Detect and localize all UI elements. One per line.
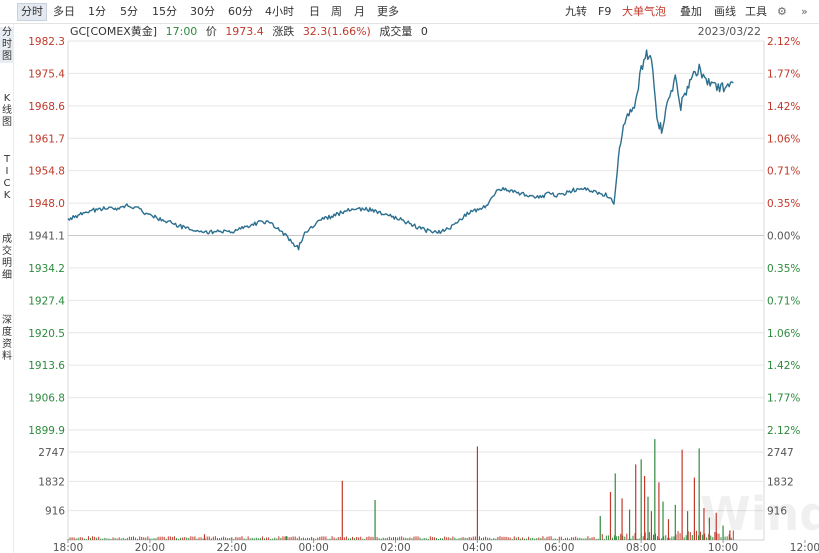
time-tick-label: 00:00 <box>299 542 329 553</box>
period-tab-6[interactable]: 60分 <box>228 5 253 18</box>
volume-value: 0 <box>420 25 428 38</box>
percent-tick-label: 0.35% <box>767 263 800 275</box>
time-tick-label: 02:00 <box>380 542 410 553</box>
time-tick-label: 18:00 <box>53 542 83 553</box>
volume-tick-label-right: 1832 <box>767 476 794 488</box>
volume-tick-label: 1832 <box>38 476 65 488</box>
toolbar-item-3[interactable]: 叠加 <box>680 5 702 18</box>
percent-tick-label: 0.00% <box>767 231 800 243</box>
price-value: 1973.4 <box>225 25 264 38</box>
sidebar-tab-3[interactable]: 成 交 明 细 <box>2 234 12 281</box>
price-tick-label: 1954.8 <box>28 166 65 178</box>
percent-tick-label: 0.71% <box>767 166 800 178</box>
toolbar-item-4[interactable]: 画线 <box>714 5 736 18</box>
period-tab-11[interactable]: 更多 <box>377 5 399 18</box>
percent-tick-label: 1.42% <box>767 360 800 372</box>
time-tick-label: 12:00 <box>790 542 819 553</box>
percent-tick-label: 2.12% <box>767 36 800 48</box>
percent-tick-label: 1.42% <box>767 101 800 113</box>
volume-tick-label: 2747 <box>38 447 65 459</box>
settings-icon[interactable]: ⚙ <box>777 5 787 18</box>
price-tick-label: 1941.1 <box>28 231 65 243</box>
volume-caption: 成交量 <box>379 25 413 38</box>
time-label: 17:00 <box>165 25 198 38</box>
toolbar-item-0[interactable]: 九转 <box>565 5 587 18</box>
price-tick-label: 1906.8 <box>28 393 65 405</box>
percent-tick-label: 0.35% <box>767 198 800 210</box>
volume-tick-label-right: 2747 <box>767 447 794 459</box>
time-tick-label: 06:00 <box>544 542 574 553</box>
price-tick-label: 1961.7 <box>28 133 65 145</box>
period-toolbar: 分时 多日 1分 5分 15分 30分 60分 4小时 日周月更多 九转 F9 大单气泡 叠加 画线 工具 ⚙… <box>0 0 819 24</box>
watermark: Wind <box>700 487 819 541</box>
sidebar-tab-1[interactable]: K 线 图 <box>2 93 12 128</box>
sidebar-tab-2[interactable]: T I C K <box>3 154 11 201</box>
period-tab-9[interactable]: 周 <box>331 5 342 18</box>
price-tick-label: 1920.5 <box>28 328 65 340</box>
sidebar-tab-0[interactable]: 分 时 图 <box>0 27 14 63</box>
time-tick-label: 22:00 <box>217 542 247 553</box>
time-tick-label: 20:00 <box>135 542 165 553</box>
price-tick-label: 1968.6 <box>28 101 65 113</box>
expand-icon[interactable]: » <box>801 5 808 18</box>
time-tick-label: 08:00 <box>626 542 656 553</box>
percent-tick-label: 1.77% <box>767 393 800 405</box>
period-tab-4[interactable]: 15分 <box>152 5 177 18</box>
price-tick-label: 1899.9 <box>28 425 65 437</box>
percent-tick-label: 2.12% <box>767 425 800 437</box>
period-tab-7[interactable]: 4小时 <box>265 5 294 18</box>
toolbar-item-2[interactable]: 大单气泡 <box>622 5 666 18</box>
period-tab-1[interactable]: 多日 <box>53 5 75 18</box>
period-tab-5[interactable]: 30分 <box>190 5 215 18</box>
price-tick-label: 1948.0 <box>28 198 65 210</box>
time-tick-label: 04:00 <box>462 542 492 553</box>
change-caption: 涨跌 <box>272 25 295 38</box>
sidebar-tab-4[interactable]: 深 度 资 料 <box>2 315 12 362</box>
percent-tick-label: 1.06% <box>767 328 800 340</box>
toolbar-item-1[interactable]: F9 <box>598 5 612 18</box>
price-caption: 价 <box>205 25 217 38</box>
time-tick-label: 10:00 <box>708 542 738 553</box>
price-tick-label: 1927.4 <box>28 295 65 307</box>
percent-tick-label: 0.71% <box>767 295 800 307</box>
percent-tick-label: 1.77% <box>767 68 800 80</box>
toolbar-item-5[interactable]: 工具 <box>745 5 767 18</box>
price-tick-label: 1934.2 <box>28 263 65 275</box>
change-value: 32.3(1.66%) <box>302 25 371 38</box>
quote-info-bar: GC[COMEX黄金] 17:00 价 1973.4 涨跌 32.3(1.66%… <box>70 24 433 40</box>
percent-tick-label: 1.06% <box>767 133 800 145</box>
price-line <box>67 49 734 251</box>
date-label: 2023/03/22 <box>697 25 761 38</box>
price-tick-label: 1975.4 <box>28 68 65 80</box>
period-tab-10[interactable]: 月 <box>354 5 365 18</box>
symbol-label: GC[COMEX黄金] <box>70 25 158 38</box>
period-tab-0[interactable]: 分时 <box>17 3 47 21</box>
view-sidebar: 分 时 图 K 线 图 T I C K 成 交 明 细深 度 资 料 <box>0 24 14 553</box>
period-tab-8[interactable]: 日 <box>309 5 320 18</box>
volume-tick-label-right: 916 <box>767 506 787 518</box>
volume-tick-label: 916 <box>45 506 65 518</box>
price-tick-label: 1913.6 <box>28 360 65 372</box>
price-tick-label: 1982.3 <box>28 36 65 48</box>
period-tab-3[interactable]: 5分 <box>120 5 138 18</box>
period-tab-2[interactable]: 1分 <box>88 5 106 18</box>
